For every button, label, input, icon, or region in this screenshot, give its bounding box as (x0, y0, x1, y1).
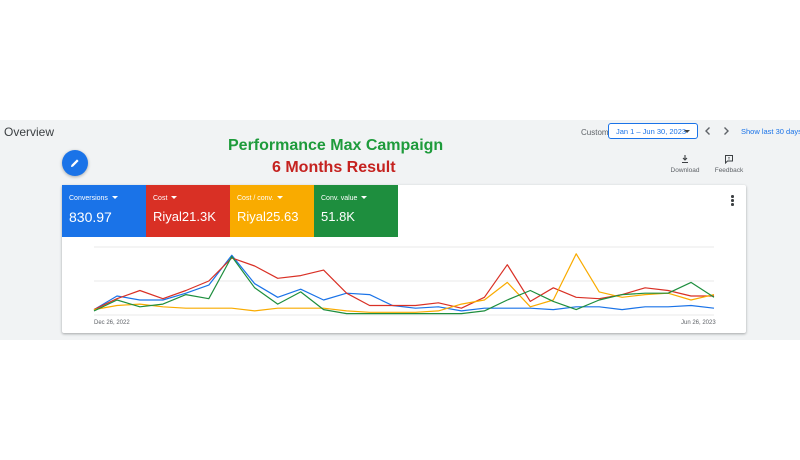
dropdown-caret-icon (171, 196, 178, 199)
pencil-icon (71, 159, 79, 167)
chevron-right-icon (724, 127, 729, 135)
metric-value: Riyal21.3K (153, 209, 216, 224)
download-label: Download (670, 167, 700, 174)
performance-card: Conversions 830.97 Cost Riyal21.3K Cost … (62, 185, 746, 333)
metric-value: 830.97 (69, 209, 112, 225)
next-period-button[interactable] (719, 124, 733, 138)
series-line-cost-conv (93, 253, 715, 313)
chevron-left-icon (705, 127, 710, 135)
x-axis-start-label: Dec 26, 2022 (94, 320, 130, 326)
metric-value: 51.8K (321, 209, 355, 224)
series-line-conv-value (93, 255, 715, 315)
page-title: Overview (4, 125, 55, 139)
more-vert-icon (731, 195, 734, 198)
metric-label: Cost (153, 195, 168, 202)
feedback-button[interactable]: Feedback (709, 154, 749, 174)
edit-fab-button[interactable] (62, 150, 88, 176)
feedback-icon (725, 155, 733, 164)
dropdown-caret-icon (277, 196, 284, 199)
series-line-cost (93, 257, 714, 311)
custom-range-label: Custom (581, 128, 609, 137)
previous-period-button[interactable] (701, 124, 715, 138)
more-options-button[interactable] (730, 195, 736, 207)
metric-label: Conversions (69, 195, 108, 202)
x-axis-end-label: Jun 26, 2023 (681, 320, 716, 326)
metric-label: Conv. value (321, 195, 358, 202)
date-range-picker[interactable]: Jan 1 – Jun 30, 2023 (608, 123, 698, 139)
date-range-text: Jan 1 – Jun 30, 2023 (616, 127, 687, 136)
dropdown-caret-icon (111, 196, 118, 199)
overlay-subtitle: 6 Months Result (272, 159, 396, 176)
metric-value: Riyal25.63 (237, 209, 299, 224)
metric-tile-cost-per-conv[interactable]: Cost / conv. Riyal25.63 (230, 185, 314, 237)
download-button[interactable]: Download (665, 154, 705, 174)
show-last-30-days-link[interactable]: Show last 30 days (741, 127, 800, 136)
metric-label: Cost / conv. (237, 195, 274, 202)
metric-tile-conversions[interactable]: Conversions 830.97 (62, 185, 146, 237)
metric-tile-cost[interactable]: Cost Riyal21.3K (146, 185, 230, 237)
dropdown-caret-icon (361, 196, 368, 199)
overlay-title: Performance Max Campaign (228, 137, 444, 154)
feedback-label: Feedback (714, 167, 744, 174)
download-icon (682, 155, 688, 164)
series-line-conversions (93, 254, 715, 312)
dropdown-caret-icon (684, 130, 690, 133)
metric-tile-conv-value[interactable]: Conv. value 51.8K (314, 185, 398, 237)
performance-line-chart (93, 246, 715, 316)
